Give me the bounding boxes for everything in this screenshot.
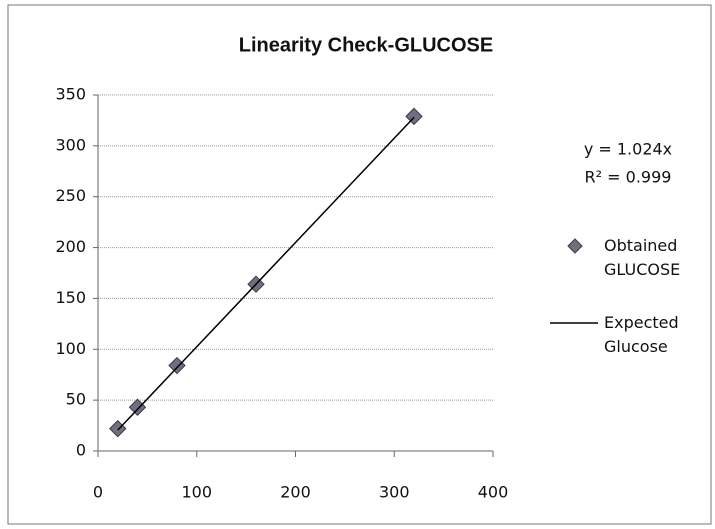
expected-line bbox=[117, 116, 415, 431]
y-tick-label: 100 bbox=[55, 339, 86, 358]
x-tick-label: 200 bbox=[280, 483, 311, 502]
y-tick-label: 350 bbox=[55, 85, 86, 104]
y-tick-label: 50 bbox=[66, 390, 86, 409]
legend-label: Expected Glucose bbox=[604, 313, 679, 356]
x-tick-label: 0 bbox=[93, 483, 103, 502]
y-tick-label: 250 bbox=[55, 186, 86, 205]
x-tick-label: 300 bbox=[379, 483, 410, 502]
y-tick-label: 300 bbox=[55, 135, 86, 154]
r-squared: R² = 0.999 bbox=[585, 168, 672, 187]
x-tick-label: 400 bbox=[478, 483, 509, 502]
y-tick-label: 0 bbox=[76, 441, 86, 460]
legend-marker bbox=[567, 238, 583, 254]
data-point bbox=[405, 107, 423, 126]
y-tick-label: 200 bbox=[55, 237, 86, 256]
data-point bbox=[109, 419, 127, 438]
chart-title: Linearity Check-GLUCOSE bbox=[239, 34, 494, 56]
trend-equation: y = 1.024x bbox=[584, 140, 672, 159]
legend-label: Obtained GLUCOSE bbox=[604, 236, 681, 279]
x-tick-label: 100 bbox=[181, 483, 212, 502]
y-tick-label: 150 bbox=[55, 288, 86, 307]
chart-border bbox=[7, 4, 712, 525]
